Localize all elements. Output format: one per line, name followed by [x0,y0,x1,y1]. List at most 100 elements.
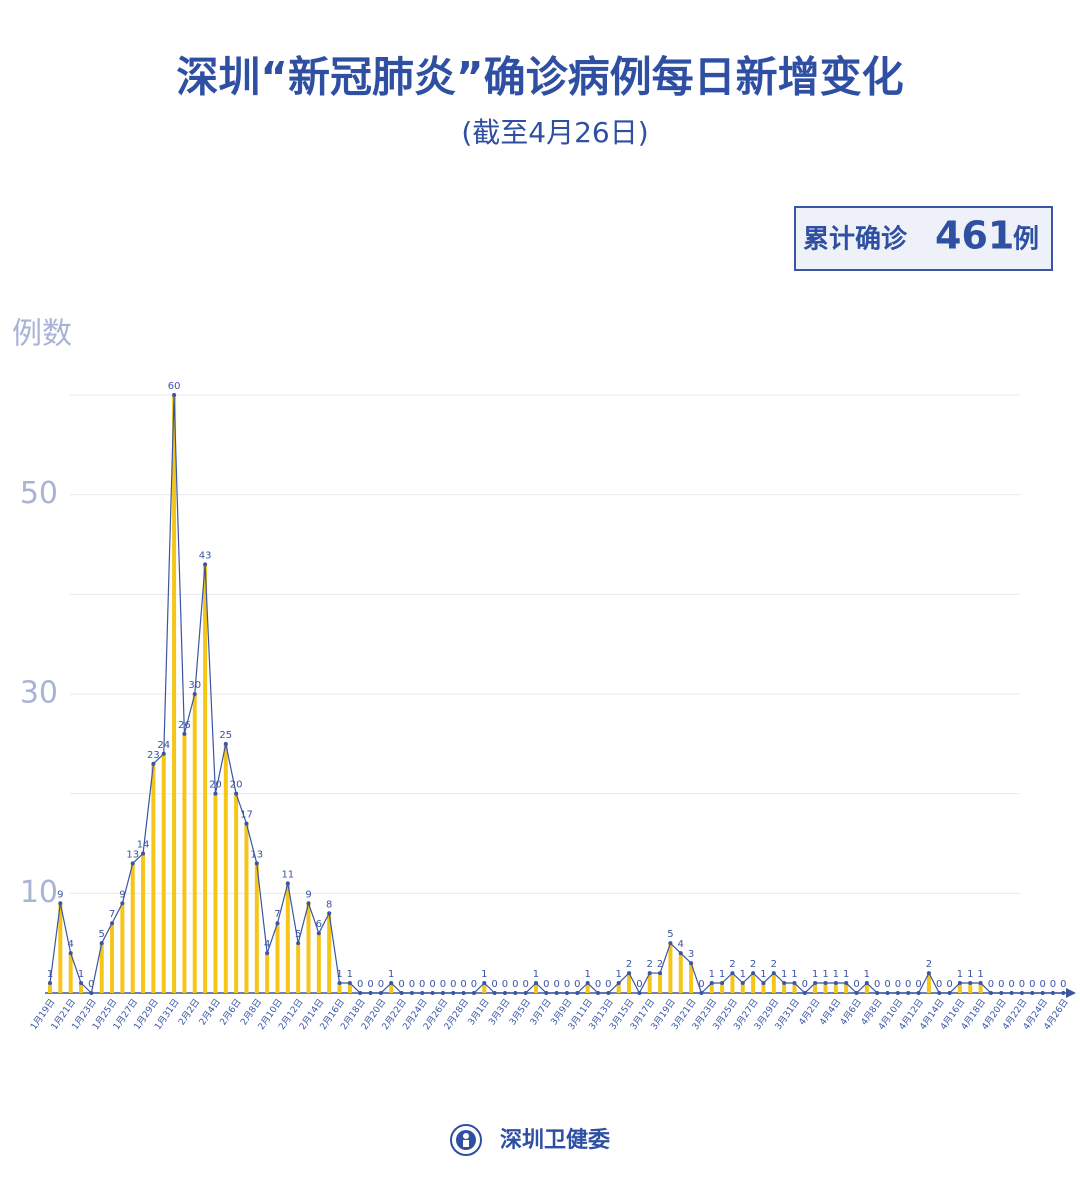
point [606,991,611,995]
data-label: 1 [533,969,539,980]
point [399,991,404,995]
point [296,941,301,946]
point [1009,991,1014,995]
point [968,981,973,986]
data-label: 0 [553,979,559,990]
point [895,991,900,995]
point [1019,991,1024,995]
bar [223,743,228,993]
point [203,562,208,567]
point [192,692,197,696]
data-label: 0 [1029,979,1035,990]
point [823,981,828,986]
point [926,971,931,976]
point [430,991,435,995]
point [482,981,487,986]
data-label: 1 [833,969,839,980]
point [151,761,156,766]
data-label: 0 [605,979,611,990]
point [864,981,869,986]
bar [296,943,301,993]
data-label: 0 [522,979,528,990]
data-label: 1 [709,969,715,980]
data-label: 1 [347,969,353,980]
bar [771,973,776,993]
bar [120,903,125,993]
data-label: 3 [688,949,694,960]
data-label: 1 [760,969,766,980]
bar [689,963,694,993]
point [471,991,476,995]
point [120,901,125,906]
bar [161,753,166,993]
data-label: 0 [988,979,994,990]
point [265,951,270,956]
data-label: 0 [471,979,477,990]
bar [751,973,756,993]
data-label: 0 [853,979,859,990]
point [513,991,518,995]
data-label: 0 [378,979,384,990]
y-tick-label: 10 [20,875,58,910]
point [1030,991,1035,995]
point [833,981,838,986]
point [420,991,425,995]
total-unit: 例 [1013,225,1039,255]
total-box [794,206,1053,271]
data-label: 13 [250,849,263,860]
bar [844,983,849,993]
bar [68,953,73,993]
point [533,981,538,986]
data-label: 24 [157,740,170,751]
data-label: 1 [812,969,818,980]
data-label: 9 [305,889,311,900]
point [668,941,673,946]
data-label: 2 [657,959,663,970]
point [709,981,714,986]
data-label: 0 [574,979,580,990]
point [585,981,590,986]
data-label: 17 [240,810,253,821]
data-label: 2 [647,959,653,970]
data-label: 5 [99,929,105,940]
bar [58,903,63,993]
point [285,881,290,886]
bar [244,823,249,993]
bar [192,694,197,993]
data-label: 60 [168,381,181,392]
bar [813,983,818,993]
bar [720,983,725,993]
data-label: 2 [926,959,932,970]
point [440,991,445,995]
data-label: 0 [1019,979,1025,990]
data-label: 4 [678,939,684,950]
data-label: 0 [595,979,601,990]
point [1061,991,1066,995]
bar [48,983,52,993]
data-label: 0 [1060,979,1066,990]
point [947,991,952,995]
point [978,981,983,986]
point [89,991,94,995]
point [813,981,818,986]
data-label: 0 [88,979,94,990]
point [782,981,787,986]
point [1040,991,1045,995]
point [792,981,797,986]
bar [730,973,735,993]
point [172,393,177,397]
point [596,991,601,995]
point [337,981,342,986]
bar [709,983,714,993]
bar [627,973,632,993]
point [79,981,84,986]
data-label: 25 [219,730,232,741]
data-label: 0 [491,979,497,990]
bar [678,953,683,993]
point [637,991,642,995]
point [244,821,249,826]
bar [792,983,797,993]
point [389,981,394,986]
point [1050,991,1055,995]
y-axis-label: 例数 [12,317,72,352]
